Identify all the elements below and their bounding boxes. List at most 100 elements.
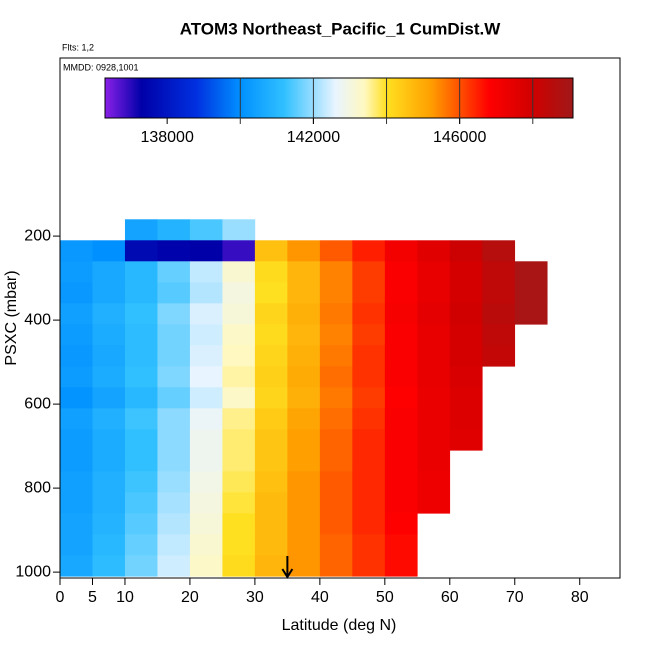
heat-cell (157, 261, 191, 283)
heat-cell (352, 303, 386, 325)
heat-cell (189, 555, 223, 577)
heat-cell (92, 303, 126, 325)
heat-cell (189, 366, 223, 388)
heat-cell (319, 345, 353, 367)
heat-cell (482, 240, 516, 262)
x-tick-label: 80 (571, 589, 589, 606)
heat-cell (287, 324, 321, 346)
heat-cell (254, 387, 288, 409)
heat-cell (254, 492, 288, 514)
heat-cell (189, 429, 223, 451)
heat-cell (124, 366, 158, 388)
heat-cell (384, 450, 418, 472)
heat-cell (222, 366, 256, 388)
heat-cell (92, 345, 126, 367)
heat-cell (189, 282, 223, 304)
heat-cell (60, 450, 93, 472)
heat-cell (417, 261, 451, 283)
heat-cell (157, 219, 191, 241)
heat-cell (287, 471, 321, 493)
heat-cell (60, 324, 93, 346)
heat-cell (417, 387, 451, 409)
heat-cell (124, 324, 158, 346)
x-tick-label: 60 (441, 589, 459, 606)
heat-cell (449, 324, 483, 346)
heat-cell (189, 345, 223, 367)
heat-cell (157, 429, 191, 451)
heat-cell (92, 534, 126, 556)
heat-cell (254, 471, 288, 493)
heat-cell (352, 345, 386, 367)
heat-cell (222, 324, 256, 346)
heat-cell (92, 513, 126, 535)
heat-cell (287, 303, 321, 325)
heat-cell (189, 240, 223, 262)
heat-cell (384, 555, 418, 577)
heat-cell (60, 303, 93, 325)
x-tick-label: 10 (116, 589, 134, 606)
heat-cell (482, 282, 516, 304)
heat-cell (254, 345, 288, 367)
colorbar-tick-label: 142000 (287, 129, 340, 146)
heat-cell (384, 471, 418, 493)
heat-cell (124, 429, 158, 451)
heat-cell (222, 240, 256, 262)
x-tick-label: 40 (311, 589, 329, 606)
heat-cell (514, 303, 548, 325)
x-tick-label: 0 (56, 589, 65, 606)
heat-cell (60, 471, 93, 493)
heat-cell (92, 555, 126, 577)
heat-cell (287, 345, 321, 367)
heat-cell (352, 282, 386, 304)
x-tick-label: 30 (246, 589, 264, 606)
heat-cell (124, 471, 158, 493)
heat-cell (60, 387, 93, 409)
heat-cell (384, 429, 418, 451)
heat-cell (60, 513, 93, 535)
heat-cell (319, 408, 353, 430)
heat-cell (287, 513, 321, 535)
heat-cell (319, 450, 353, 472)
heat-cell (482, 261, 516, 283)
y-tick-label: 800 (24, 479, 51, 496)
plot-frame (59, 57, 621, 579)
y-tick-label: 400 (24, 311, 51, 328)
heat-cell (92, 366, 126, 388)
heat-cell (124, 534, 158, 556)
heat-cell (222, 471, 256, 493)
heat-cell (254, 366, 288, 388)
heat-cell (124, 408, 158, 430)
heat-cell (287, 282, 321, 304)
heat-cell (352, 408, 386, 430)
heat-cell (449, 303, 483, 325)
heat-cell (189, 534, 223, 556)
heat-cell (319, 366, 353, 388)
heat-cell (124, 345, 158, 367)
heat-cell (222, 408, 256, 430)
y-tick-label: 200 (24, 227, 51, 244)
heat-cell (254, 324, 288, 346)
heat-cell (319, 471, 353, 493)
heat-cell (384, 261, 418, 283)
heat-cell (417, 282, 451, 304)
heat-cell (222, 450, 256, 472)
heat-cell (417, 366, 451, 388)
heat-cell (319, 261, 353, 283)
heat-cell (287, 408, 321, 430)
heat-cell (287, 555, 321, 577)
heat-cell (157, 513, 191, 535)
heat-cell (60, 492, 93, 514)
heat-cell (92, 408, 126, 430)
heat-cell (417, 240, 451, 262)
heat-cell (287, 387, 321, 409)
heat-cell (124, 261, 158, 283)
heat-cell (60, 366, 93, 388)
heat-cell (319, 324, 353, 346)
heat-cell (60, 429, 93, 451)
heat-cell (254, 282, 288, 304)
heat-cell (157, 450, 191, 472)
heat-cell (352, 555, 386, 577)
heat-cell (287, 429, 321, 451)
heat-cell (254, 261, 288, 283)
heat-cell (92, 471, 126, 493)
